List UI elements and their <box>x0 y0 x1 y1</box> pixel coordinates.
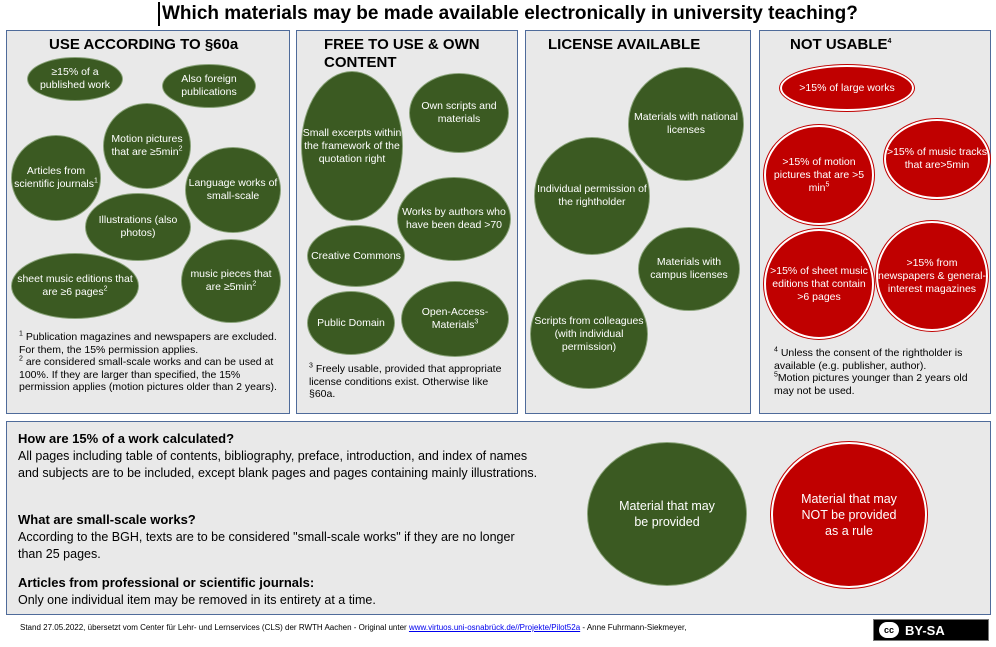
legend-may-not-be-provided: Material that may NOT be provided as a r… <box>771 442 927 588</box>
bubble-campus-licenses: Materials with campus licenses <box>638 227 740 311</box>
panel-title: LICENSE AVAILABLE <box>548 36 701 53</box>
bubble-open-access: Open-Access-Materials3 <box>401 281 509 357</box>
bubble-individual-permission: Individual permission of the rightholder <box>534 137 650 255</box>
bubble-illustrations: Illustrations (also photos) <box>85 193 191 261</box>
bubble-public-domain: Public Domain <box>307 291 395 355</box>
bubble-national-licenses: Materials with national licenses <box>628 67 744 181</box>
bubble-quotation-right: Small excerpts within the framework of t… <box>301 71 403 221</box>
bubble-music-pieces: music pieces that are ≥5min2 <box>181 239 281 323</box>
bubble-language-works: Language works of small-scale <box>185 147 281 233</box>
bubble-articles-journals: Articles from scientific journals1 <box>11 135 101 221</box>
panel-license-available: LICENSE AVAILABLE Materials with nationa… <box>525 30 751 414</box>
panel-not-usable: NOT USABLE4 >15% of large works >15% of … <box>759 30 991 414</box>
cc-by-sa-badge: cc BY-SA <box>873 619 989 641</box>
panel-free-own-content: FREE TO USE & OWN CONTENT Small excerpts… <box>296 30 518 414</box>
bubble-authors-dead: Works by authors who have been dead >70 <box>397 177 511 261</box>
bubble-newspapers: >15% from newspapers & general-interest … <box>876 221 988 331</box>
bubble-sheet-music: sheet music editions that are ≥6 pages2 <box>11 253 139 319</box>
bubble-15-percent-published: ≥15% of a published work <box>27 57 123 101</box>
faq-panel: How are 15% of a work calculated? All pa… <box>6 421 991 615</box>
cc-icon: cc <box>879 622 899 638</box>
legend-may-be-provided: Material that may be provided <box>587 442 747 586</box>
bubble-music-tracks: >15% of music tracks that are>5min <box>884 119 990 199</box>
bubble-large-works: >15% of large works <box>780 65 914 111</box>
panel-title: NOT USABLE4 <box>790 36 892 53</box>
faq-question-15-percent: How are 15% of a work calculated? <box>18 431 235 446</box>
footnote-3: 3 Freely usable, provided that appropria… <box>309 362 502 401</box>
footer-original-link[interactable]: www.virtuos.uni-osnabrück.de//Projekte/P… <box>408 623 581 632</box>
faq-answer-small-scale: According to the BGH, texts are to be co… <box>18 530 515 561</box>
bubble-motion-pictures-red: >15% of motion pictures that are >5 min5 <box>764 125 874 225</box>
faq-question-articles: Articles from professional or scientific… <box>18 575 315 590</box>
license-label: BY-SA <box>905 622 945 638</box>
bubble-sheet-music-red: >15% of sheet music editions that contai… <box>764 229 874 339</box>
bubble-own-scripts: Own scripts and materials <box>409 73 509 153</box>
footnote-1-2: 1 Publication magazines and newspapers a… <box>19 330 277 394</box>
faq-answer-articles: Only one individual item may be removed … <box>18 593 376 607</box>
panel-title: USE ACCORDING TO §60a <box>49 36 239 53</box>
panel-title: FREE TO USE & OWN CONTENT <box>324 36 480 71</box>
bubble-scripts-colleagues: Scripts from colleagues (with individual… <box>530 279 648 389</box>
panel-use-60a: USE ACCORDING TO §60a ≥15% of a publishe… <box>6 30 290 414</box>
footer-credits: Stand 27.05.2022, übersetzt vom Center f… <box>20 623 687 632</box>
footnote-4-5: 4 Unless the consent of the rightholder … <box>774 346 968 397</box>
page-title: Which materials may be made available el… <box>158 2 858 26</box>
faq-answer-15-percent: All pages including table of contents, b… <box>18 449 538 480</box>
faq-question-small-scale: What are small-scale works? <box>18 512 196 527</box>
bubble-foreign-publications: Also foreign publications <box>162 64 256 108</box>
bubble-motion-pictures: Motion pictures that are ≥5min2 <box>103 103 191 189</box>
bubble-creative-commons: Creative Commons <box>307 225 405 287</box>
